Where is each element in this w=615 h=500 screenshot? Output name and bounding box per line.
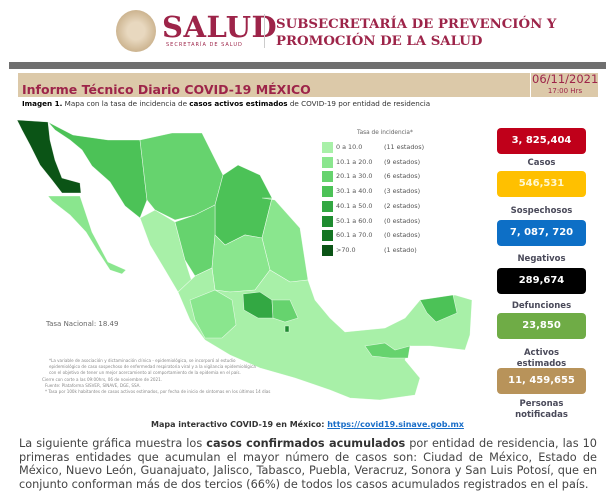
legend-count: (6 estados) <box>384 172 421 181</box>
footnote-line: con el objetivo de tener un mejor acerca… <box>49 370 241 375</box>
stat-value-box: 546,531 <box>497 171 586 197</box>
footnote-line: epidemiológico de caso sospechoso de enf… <box>49 364 256 369</box>
legend-count: (9 estados) <box>384 157 421 166</box>
subsecretaria-line2: PROMOCIÓN DE LA SALUD <box>276 34 483 49</box>
header-divider <box>264 14 265 48</box>
legend-range: 60.1 a 70.0 <box>336 231 373 240</box>
legend-swatch <box>322 186 333 198</box>
stat-value-box: 23,850 <box>497 313 586 339</box>
subsecretaria-title: SUBSECRETARÍA DE PREVENCIÓN Y PROMOCIÓN … <box>276 16 556 50</box>
legend-range: 10.1 a 20.0 <box>336 157 373 166</box>
caption-text-b: de COVID-19 por entidad de residencia <box>287 99 431 108</box>
legend-range: 0 a 10.0 <box>336 143 363 151</box>
stat-label: Defunciones <box>511 301 572 311</box>
legend-range: 20.1 a 30.0 <box>336 172 373 181</box>
stat-label: Activos estimados <box>516 348 567 369</box>
stat-value-box: 3, 825,404 <box>497 128 586 154</box>
caption-bold: casos activos estimados <box>189 99 288 108</box>
footnote-line: * Tasa por 100k habitantes de casos acti… <box>45 389 271 394</box>
state-tabasco <box>364 342 411 359</box>
paragraph-bold: casos confirmados acumulados <box>206 437 406 450</box>
legend-swatch <box>322 200 333 212</box>
date-separator <box>530 73 531 97</box>
legend-range: 30.1 a 40.0 <box>336 187 373 196</box>
legend-range: 50.1 a 60.0 <box>336 216 373 225</box>
title-band <box>18 73 598 97</box>
mexico-incidence-map <box>16 119 473 401</box>
legend-swatch <box>322 215 333 227</box>
legend-count: (3 estados) <box>384 187 421 196</box>
header-gray-bar <box>9 62 606 69</box>
legend-item: 0 a 10.0 (11 estados) <box>322 142 522 153</box>
legend-item: 30.1 a 40.0 (3 estados) <box>322 186 522 198</box>
interactive-map-line: Mapa interactivo COVID-19 en México: htt… <box>0 420 615 429</box>
subsecretaria-line1: SUBSECRETARÍA DE PREVENCIÓN Y <box>276 17 557 32</box>
image-caption: Imagen 1. Mapa con la tasa de incidencia… <box>22 99 430 108</box>
state-baja-california-sur <box>47 195 127 275</box>
legend-swatch <box>322 171 333 183</box>
paragraph-text-b: por entidad de residencia, las 10 primer… <box>19 437 597 491</box>
legend-item: 50.1 a 60.0 (0 estados) <box>322 215 522 227</box>
stat-label: Negativos <box>517 254 566 264</box>
national-rate: Tasa Nacional: 18.49 <box>46 320 119 328</box>
legend-item: 60.1 a 70.0 (0 estados) <box>322 230 522 242</box>
legend-count: (0 estados) <box>384 231 421 240</box>
legend-count: (1 estado) <box>384 245 417 254</box>
footnote-line: Fuente: Plataforma SISVER, SINAVE, DGE, … <box>45 383 141 388</box>
state-baja-california <box>16 119 82 194</box>
report-title: Informe Técnico Diario COVID-19 MÉXICO <box>22 82 311 97</box>
legend-count: (0 estados) <box>384 216 421 225</box>
summary-paragraph: La siguiente gráfica muestra los casos c… <box>19 437 597 491</box>
legend-item: 10.1 a 20.0 (9 estados) <box>322 156 522 168</box>
stat-value-box: 7, 087, 720 <box>497 220 586 246</box>
mexico-seal-logo <box>116 10 156 52</box>
state-sonora <box>47 121 148 219</box>
legend-swatch <box>322 142 333 153</box>
stat-label: Personas notificadas <box>515 399 568 420</box>
legend-count: (11 estados) <box>384 143 425 151</box>
legend-title: Tasa de incidencia* <box>357 130 413 136</box>
sinave-link[interactable]: https://covid19.sinave.gob.mx <box>327 420 464 429</box>
legend-swatch <box>322 156 333 168</box>
footnote-line: Cierre con corte a las 09:00hrs, 06 de n… <box>42 377 162 382</box>
legend-count: (2 estados) <box>384 201 421 210</box>
salud-logo-text: SALUD <box>162 10 278 44</box>
salud-logo-subtext: SECRETARÍA DE SALUD <box>166 42 243 48</box>
legend-item: 40.1 a 50.0 (2 estados) <box>322 200 522 212</box>
legend-swatch <box>322 230 333 242</box>
stat-label: Casos <box>527 158 556 168</box>
state-jalisco <box>189 289 237 339</box>
caption-prefix: Imagen 1. <box>22 99 63 108</box>
stat-value-box: 289,674 <box>497 268 586 294</box>
state-yucatan <box>419 294 458 323</box>
state-queretaro-hidalgo <box>271 299 299 323</box>
report-date: 06/11/2021 <box>532 72 599 86</box>
legend-range: >70.0 <box>336 245 356 254</box>
state-cdmx <box>284 325 290 333</box>
stat-label: Sospechosos <box>510 206 573 216</box>
link-label: Mapa interactivo COVID-19 en México: <box>151 420 328 429</box>
legend-item: >70.0 (1 estado) <box>322 244 522 256</box>
caption-text-a: Mapa con la tasa de incidencia de <box>62 99 190 108</box>
legend-swatch <box>322 244 333 256</box>
paragraph-text-a: La siguiente gráfica muestra los <box>19 437 207 450</box>
legend-range: 40.1 a 50.0 <box>336 201 373 210</box>
stat-value-box: 11, 459,655 <box>497 368 586 394</box>
legend-item: 20.1 a 30.0 (6 estados) <box>322 171 522 183</box>
footnote-line: *La variable de asociación y dictaminaci… <box>49 358 236 363</box>
report-time: 17:00 Hrs <box>547 87 583 95</box>
